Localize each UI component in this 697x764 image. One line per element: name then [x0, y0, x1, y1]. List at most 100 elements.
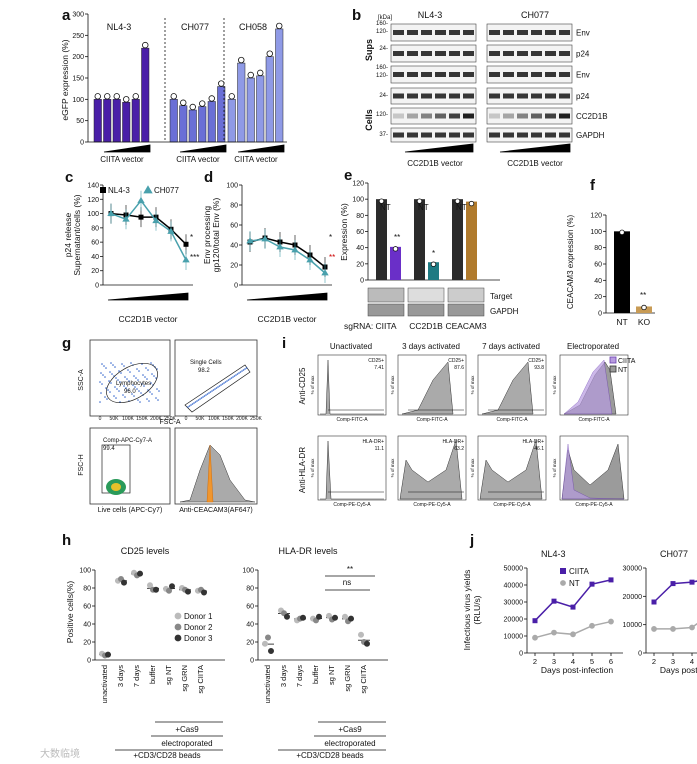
b-row-label: CC2D1B [576, 112, 608, 121]
c-legend-label: NL4-3 [108, 186, 130, 195]
a-point [218, 80, 225, 87]
c-line-CH077 [110, 199, 187, 261]
i-pct: % of max [552, 375, 557, 395]
g-dot [158, 390, 160, 392]
f-y-tick-label: 100 [590, 229, 602, 236]
b-band [421, 93, 432, 99]
j-legend-label: NT [569, 579, 580, 588]
j-legend-swatch [560, 580, 566, 586]
g-dot [197, 399, 200, 401]
j-ylabel2: (RLU/s) [472, 595, 482, 624]
e-star: * [432, 249, 435, 258]
b-blot-right [486, 107, 573, 125]
i-hla-value: 46.1 [534, 446, 544, 452]
j-y-ch-tick-label: 10000 [623, 622, 643, 629]
j-y-nl-tick-label: 20000 [504, 617, 524, 624]
h-xtick: sg NT [327, 665, 336, 685]
j-point [651, 626, 657, 632]
g-dot [100, 372, 102, 374]
c-point [138, 214, 144, 220]
h-point [261, 640, 268, 647]
e-point [378, 198, 385, 204]
g-dot [126, 378, 128, 380]
b-blot-left [390, 127, 477, 143]
b-blot-right [486, 23, 573, 42]
g-dot [123, 385, 125, 387]
h-xtick: unactivated [100, 665, 109, 703]
b-band [503, 30, 514, 35]
g-dot [142, 374, 144, 376]
a-point [266, 50, 273, 57]
f-y-tick-label: 80 [594, 245, 602, 252]
g-dot [226, 380, 228, 382]
a-bar [169, 99, 178, 143]
c-y-tick-label: 60 [91, 240, 99, 247]
d-y-tick-label: 40 [230, 243, 238, 250]
f-point [619, 229, 625, 236]
g-dot [101, 383, 103, 385]
e-y-tick-label: 20 [356, 261, 364, 268]
j-ylabel1: Infectious virus yields [462, 570, 472, 651]
a-triangle [179, 144, 227, 153]
j-point [532, 618, 538, 624]
g-dot [136, 368, 138, 370]
j-point [689, 579, 695, 585]
g-dot [200, 397, 203, 399]
b-band [393, 30, 404, 35]
panel-a-letter: a [62, 7, 71, 24]
b-row-label: Env [576, 71, 590, 80]
e-ylabel: Expression (%) [339, 203, 349, 261]
h-y-hla-tick-label: 40 [246, 622, 254, 629]
j-point [570, 631, 576, 638]
j-y-nl-tick-label: 30000 [504, 600, 524, 607]
h-point [146, 582, 153, 589]
h-point [347, 615, 354, 622]
e-y-tick-label: 100 [352, 197, 364, 204]
h-y-hla-tick-label: 0 [250, 658, 254, 665]
g-dot [129, 371, 131, 373]
g-tick: 250K [164, 416, 176, 422]
e-point [468, 200, 475, 207]
e-bar [452, 199, 463, 280]
j-xtick-label: 3 [552, 657, 556, 666]
g-tick: 150K [222, 416, 234, 422]
e-nt-label: NT [380, 203, 391, 212]
b-band [393, 113, 404, 119]
f-y-tick-label: 20 [594, 294, 602, 301]
i-x1: Comp-FITC-A [496, 417, 528, 423]
i-legend-label: CIITA [618, 358, 636, 365]
g-dot [119, 381, 121, 383]
i-plot-cd25 [477, 354, 547, 416]
h-xtick: sg NT [164, 665, 173, 685]
i-x2: Comp-PE-Cy5-A [413, 502, 451, 508]
g-dot [227, 379, 230, 381]
panel-i-letter: i [282, 335, 286, 352]
j-xtick-label: 4 [571, 657, 575, 666]
g-tick: 50K [110, 416, 120, 422]
g-xlabel1: Live cells (APC-Cy7) [98, 507, 163, 514]
b-band [489, 113, 500, 119]
i-pct: % of max [310, 458, 315, 478]
b-band [407, 93, 418, 99]
f-xlabel: KO [638, 317, 651, 327]
g-dot [139, 401, 141, 403]
h-beads: +CD3/CD28 beads [133, 751, 200, 760]
j-point [589, 622, 595, 629]
b-group-title: NL4-3 [418, 10, 443, 20]
d-y-tick-label: 100 [226, 183, 238, 190]
d-y-tick-label: 20 [230, 263, 238, 270]
g-dot [136, 388, 138, 390]
i-hist [399, 439, 463, 500]
g-dot [245, 367, 248, 369]
c-y-tick-label: 80 [91, 225, 99, 232]
g-dot [104, 376, 106, 378]
b-band [489, 51, 500, 56]
h-point [168, 583, 175, 590]
b-band [559, 113, 570, 119]
c-ylabel1: p24 release [63, 213, 73, 258]
f-y-tick-label: 120 [590, 213, 602, 220]
b-band [559, 93, 570, 99]
i-hla-value: 11.1 [375, 446, 385, 452]
a-group-title: NL4-3 [107, 22, 132, 32]
g-dot [212, 389, 215, 391]
